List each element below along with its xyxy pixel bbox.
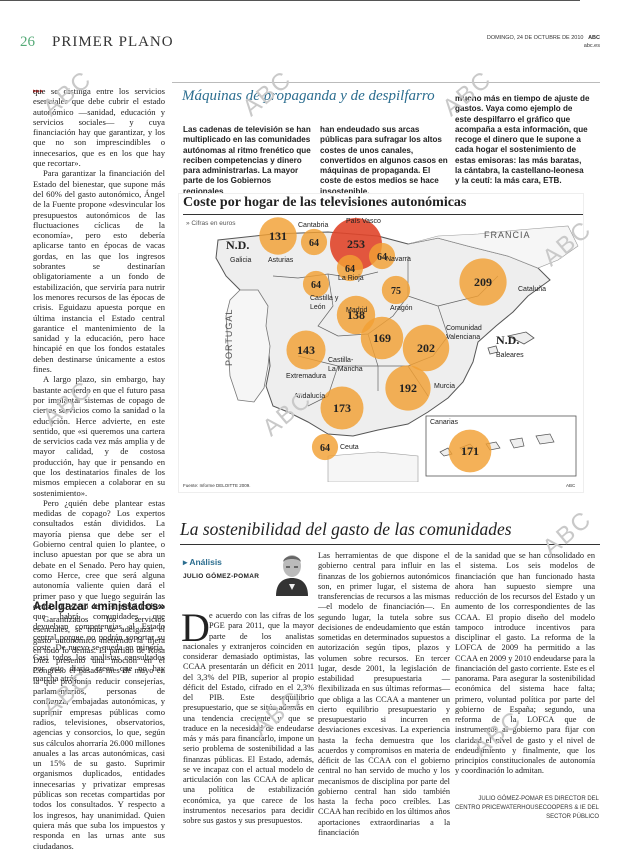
region-label: Murcia (434, 383, 455, 390)
region-label: León (310, 304, 326, 311)
map-credit: ABC (566, 483, 576, 488)
propaganda-box (172, 82, 600, 189)
author-photo (272, 548, 312, 596)
bubble-catalu-a (459, 258, 507, 306)
bubble-value: 138 (347, 308, 365, 322)
drop-cap: D (181, 605, 210, 650)
header-rule (0, 0, 580, 1)
bubble-value: 64 (345, 264, 355, 275)
bubble-castilla-y-le-n (302, 270, 330, 298)
balearic-islands (487, 331, 535, 355)
region-label: Baleares (496, 352, 524, 359)
nd-label: N.D. (496, 333, 519, 347)
map-title: Coste por hogar de las televisiones auto… (183, 195, 467, 210)
region-label: Andalucía (294, 393, 325, 400)
region-label: Castilla y (310, 295, 339, 302)
bubble-value: 173 (333, 401, 351, 415)
map-labels: N.D. Galicia 131 Asturias 64 Cantabria 253 País… (224, 218, 546, 458)
region-label: Castilla- (328, 357, 354, 364)
region-label: Extremadura (286, 373, 326, 380)
paragraph: A largo plazo, sin embargo, hay bastante… (33, 374, 165, 498)
portugal-landmass (225, 289, 271, 403)
bubble-value: 169 (373, 331, 391, 345)
nd-label: N.D. (226, 238, 249, 252)
bubble-value: 202 (417, 341, 435, 355)
site-link[interactable]: abc.es (583, 43, 600, 49)
region-label: Valenciana (446, 334, 480, 341)
paragraph: Para garantizar la financiación del Esta… (33, 168, 165, 375)
bubble-value: 131 (269, 229, 287, 243)
analysis-rule (180, 544, 600, 545)
bubble-value: 253 (347, 237, 365, 251)
region-label: Aragón (390, 305, 413, 312)
analysis-col-1: e acuerdo con las cifras de los PGE para… (183, 611, 314, 825)
bubble-extremadura (286, 330, 326, 370)
map-units-note: » Cifras en euros (186, 220, 236, 227)
page-number: 26 (20, 34, 35, 50)
bubble-value: 64 (320, 443, 330, 454)
bubble-value: 171 (461, 444, 479, 458)
brand-mark: ABC (588, 35, 600, 41)
bubble-value: 143 (297, 343, 315, 357)
analysis-kicker: ▸ Análisis (183, 557, 222, 567)
bubble-value: 75 (391, 286, 401, 297)
region-label: La Rioja (338, 275, 364, 282)
continuation-arrow-icon: ▸▸▸ (33, 87, 44, 95)
bubble-castilla-la-mancha (360, 316, 404, 360)
author-name: JULIO GÓMEZ-POMAR (183, 573, 260, 580)
bubble-ceuta (311, 433, 339, 461)
issue-date: DOMINGO, 24 DE OCTUBRE DE 2010 ABC (486, 35, 600, 41)
bubble-value: 64 (309, 238, 319, 249)
bubble-arag-n (381, 275, 411, 305)
propaganda-col-1: Las cadenas de televisión se han multipl… (183, 125, 311, 196)
bubble-value: 64 (377, 252, 387, 263)
region-label: Cataluña (518, 286, 546, 293)
author-signature: JULIO GÓMEZ-POMAR ES DIRECTOR DEL CENTRO… (454, 796, 599, 820)
paragraph: que se distinga entre los servicios esen… (33, 86, 165, 169)
country-label-france: FRANCIA (484, 230, 531, 240)
bubble-asturias (259, 217, 297, 255)
region-label: La Mancha (328, 366, 363, 373)
analysis-col-2: Las herramientas de que dispone el gobie… (318, 551, 450, 837)
map-source: Fuente: Informe DELOITTE 2009. (183, 483, 251, 488)
paragraph: Pero ¿quién debe plantear estas medidas … (33, 497, 165, 683)
left-column-body: que se distinga entre los servicios esen… (33, 86, 165, 683)
region-label: Canarias (430, 419, 459, 426)
paragraph: Garantizados los servicios esenciales, s… (33, 614, 165, 851)
region-label: Comunidad (446, 325, 482, 332)
country-label-portugal: PORTUGAL (224, 309, 234, 366)
bubble-value: 64 (311, 280, 321, 291)
bubble-murcia (385, 365, 431, 411)
map-title-rule (183, 214, 583, 215)
analysis-col-3: de la sanidad que se han consolidado en … (455, 551, 595, 776)
region-label: Navarra (386, 256, 411, 263)
spain-map: N.D. Galicia 131 Asturias 64 Cantabria 253 País… (215, 217, 579, 482)
map-bubbles (259, 217, 507, 473)
bubble-comunidad-valenciana (402, 324, 450, 372)
analysis-title: La sostenibilidad del gasto de las comun… (180, 519, 512, 539)
africa-coast (327, 451, 419, 482)
region-label: Cantabria (298, 222, 328, 229)
section-title: PRIMER PLANO (52, 34, 174, 50)
region-label: Madrid (346, 307, 368, 314)
bubble-value: 209 (474, 275, 492, 289)
subheading: Adelgazar «ministados» (33, 601, 165, 613)
region-label: Galicia (230, 257, 252, 264)
region-label: Asturias (268, 257, 294, 264)
propaganda-title: Máquinas de propaganda y de despilfarro (182, 88, 435, 104)
bubble-cantabria (300, 228, 328, 256)
left-column-body-2: Garantizados los servicios esenciales, s… (33, 614, 165, 851)
map-land (215, 225, 579, 482)
region-label: Ceuta (340, 444, 359, 451)
bubble-andaluc-a (320, 386, 364, 430)
bubble-value: 192 (399, 381, 417, 395)
bubble-navarra (368, 242, 396, 270)
france-landmass (407, 225, 579, 269)
bubble-canarias (448, 429, 492, 473)
region-label: País Vasco (346, 218, 381, 225)
propaganda-col-3: mucho más en tiempo de ajuste de gastos.… (455, 94, 590, 186)
propaganda-col-2: han endeudado sus arcas públicas para su… (320, 125, 448, 196)
bubble-la-rioja (336, 254, 364, 282)
